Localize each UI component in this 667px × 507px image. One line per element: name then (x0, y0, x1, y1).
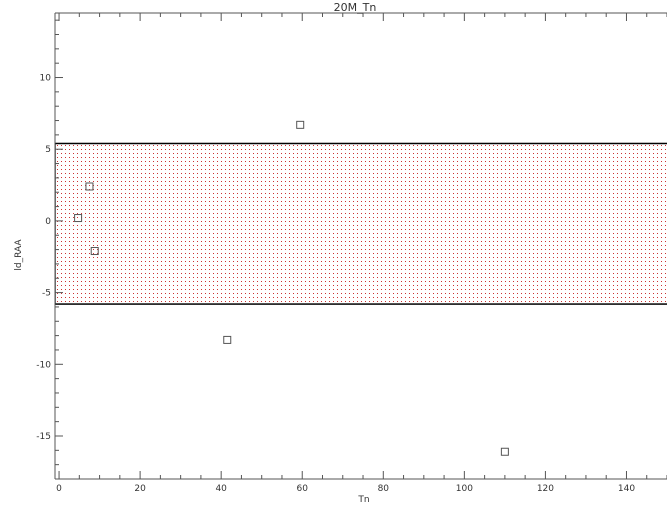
y-tick-label: 0 (45, 217, 51, 227)
y-tick-label: -5 (42, 289, 51, 299)
y-tick-label: 10 (40, 74, 52, 84)
shaded-band (55, 142, 667, 305)
x-tick-label: 60 (297, 484, 309, 494)
x-tick-label: 140 (618, 484, 635, 494)
x-tick-label: 0 (56, 484, 62, 494)
data-point (223, 335, 232, 344)
y-tick-label: -15 (36, 432, 51, 442)
data-point (500, 447, 509, 456)
x-tick-label: 20 (134, 484, 146, 494)
data-point (74, 214, 83, 223)
data-point (90, 247, 99, 256)
x-axis-label: Tn (357, 495, 369, 505)
y-tick-label: -10 (36, 360, 51, 370)
x-tick-label: 40 (215, 484, 227, 494)
y-axis-label: ld_RAA (14, 239, 24, 271)
x-tick-label: 120 (537, 484, 554, 494)
x-tick-label: 100 (456, 484, 473, 494)
y-tick-label: 5 (45, 145, 51, 155)
x-tick-label: 80 (378, 484, 390, 494)
chart-title: 20M_Tn (334, 1, 377, 14)
data-point (85, 182, 94, 191)
data-point (296, 120, 305, 129)
